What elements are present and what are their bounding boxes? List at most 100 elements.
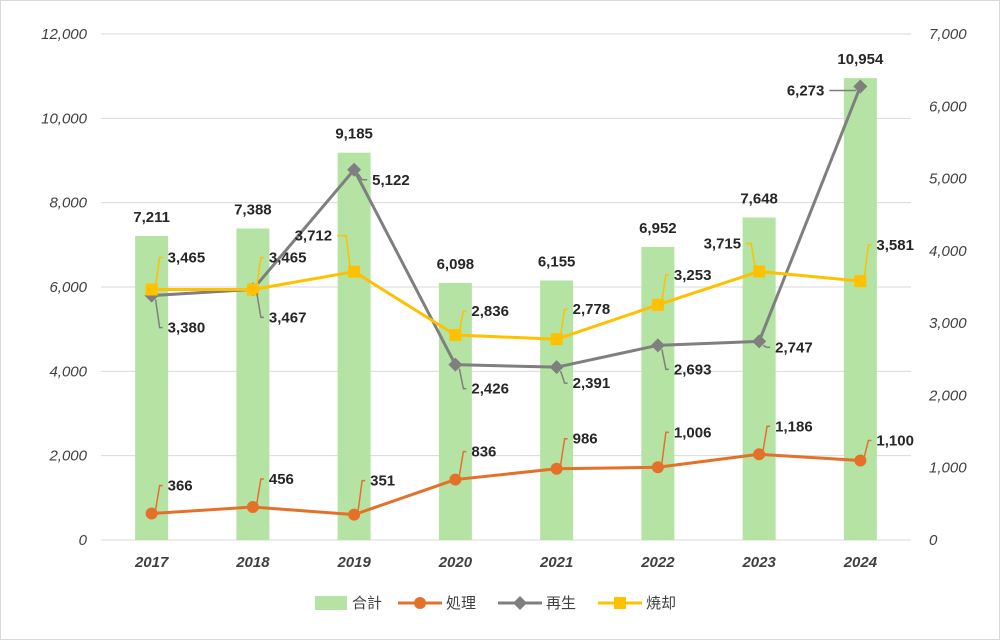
data-label-leader <box>154 299 163 329</box>
series-marker-1 <box>448 357 463 372</box>
legend-label: 合計 <box>352 594 382 612</box>
series-marker-2 <box>246 283 259 296</box>
series-marker-2 <box>449 328 462 341</box>
series-marker-0 <box>449 473 462 486</box>
series-line-1 <box>151 85 862 369</box>
data-label-leader <box>357 173 368 181</box>
bar-data-label: 9,185 <box>335 126 373 143</box>
data-label-leader <box>661 349 669 371</box>
x-axis-tick: 2018 <box>235 554 270 571</box>
x-axis-tick: 2022 <box>640 554 675 571</box>
line-data-label: 1,100 <box>876 432 914 449</box>
data-label-leader <box>661 274 669 301</box>
data-label-leader <box>458 368 467 390</box>
data-label-leader <box>458 450 467 476</box>
left-axis-tick: 6,000 <box>49 279 87 296</box>
series-line-2 <box>151 269 861 341</box>
bar-data-label: 6,155 <box>538 253 576 270</box>
bar <box>641 246 675 540</box>
x-axis-tick: 2021 <box>539 554 573 571</box>
line-data-label: 3,465 <box>168 250 206 267</box>
data-label-leader <box>337 234 351 268</box>
data-label-leader <box>256 293 264 319</box>
bar-data-label: 7,648 <box>740 191 778 208</box>
data-label-leader <box>863 244 872 278</box>
left-axis-tick: 12,000 <box>41 26 88 43</box>
data-label-leader <box>357 479 366 511</box>
series-marker-2 <box>753 265 766 278</box>
right-axis-tick: 5,000 <box>929 171 967 188</box>
left-axis-tick: 2,000 <box>48 448 87 465</box>
x-axis-tick: 2017 <box>134 554 169 571</box>
series-marker-1 <box>752 334 767 349</box>
right-axis-tick: 3,000 <box>929 315 967 332</box>
bar-data-label: 7,211 <box>133 209 170 226</box>
data-label-leader <box>661 431 669 464</box>
line-data-label: 836 <box>471 444 496 461</box>
right-axis-tick: 2,000 <box>928 387 967 404</box>
legend-label: 処理 <box>446 594 476 612</box>
x-axis-tick: 2023 <box>741 554 776 571</box>
line-data-label: 986 <box>573 431 598 448</box>
left-axis-tick: 0 <box>79 532 88 549</box>
bar-data-label: 6,952 <box>639 220 677 237</box>
legend-swatch-bar <box>315 596 347 610</box>
line-data-label: 2,693 <box>674 361 712 378</box>
line-data-label: 2,836 <box>471 303 509 320</box>
line-data-label: 2,426 <box>471 381 509 398</box>
series-marker-0 <box>753 448 766 461</box>
data-label-leader <box>762 425 771 451</box>
line-data-label: 1,186 <box>775 418 813 435</box>
line-data-label: 3,715 <box>704 235 742 252</box>
series-marker-2 <box>550 333 563 346</box>
left-axis-tick: 4,000 <box>49 363 87 380</box>
series-marker-0 <box>854 454 867 467</box>
series-marker-1 <box>853 79 868 94</box>
left-axis-tick: 8,000 <box>49 195 87 212</box>
legend-swatch-marker <box>614 597 626 609</box>
data-label-leader <box>559 308 568 336</box>
data-label-leader <box>762 344 771 349</box>
right-axis-tick: 7,000 <box>929 26 967 43</box>
bar <box>236 228 270 541</box>
series-marker-0 <box>348 508 361 521</box>
line-data-label: 3,581 <box>876 237 914 254</box>
line-data-label: 1,006 <box>674 424 712 441</box>
x-axis-tick: 2024 <box>843 554 878 571</box>
series-marker-1 <box>650 338 665 353</box>
line-data-label: 3,253 <box>674 267 712 284</box>
bar-data-label: 7,388 <box>234 201 272 218</box>
data-label-leader <box>863 439 872 457</box>
series-marker-2 <box>145 283 158 296</box>
line-data-label: 3,465 <box>269 250 307 267</box>
line-data-label: 2,778 <box>573 301 611 318</box>
line-data-label: 351 <box>370 473 395 490</box>
series-line-0 <box>151 452 861 517</box>
bar <box>540 280 574 540</box>
series-marker-2 <box>651 298 664 311</box>
data-label-leader <box>458 310 467 332</box>
data-label-leader <box>256 478 264 504</box>
left-axis-tick: 10,000 <box>41 110 88 127</box>
series-marker-0 <box>145 507 158 520</box>
legend-label: 焼却 <box>646 594 676 612</box>
right-axis-tick: 6,000 <box>929 98 967 115</box>
right-axis-tick: 4,000 <box>929 243 967 260</box>
bar <box>337 152 371 541</box>
bar-data-label: 6,098 <box>437 256 475 273</box>
data-label-leader <box>559 437 568 465</box>
line-data-label: 6,273 <box>787 83 825 100</box>
line-data-label: 5,122 <box>372 172 410 189</box>
right-axis-tick: 0 <box>929 532 938 549</box>
x-axis-tick: 2019 <box>336 554 371 571</box>
series-marker-0 <box>246 501 259 514</box>
legend-swatch-marker <box>513 596 527 610</box>
data-label-leader <box>154 256 163 286</box>
data-label-leader <box>256 256 264 286</box>
bar-data-label: 10,954 <box>837 51 884 68</box>
data-label-leader <box>746 242 756 268</box>
series-marker-1 <box>347 162 362 177</box>
line-data-label: 456 <box>269 471 294 488</box>
